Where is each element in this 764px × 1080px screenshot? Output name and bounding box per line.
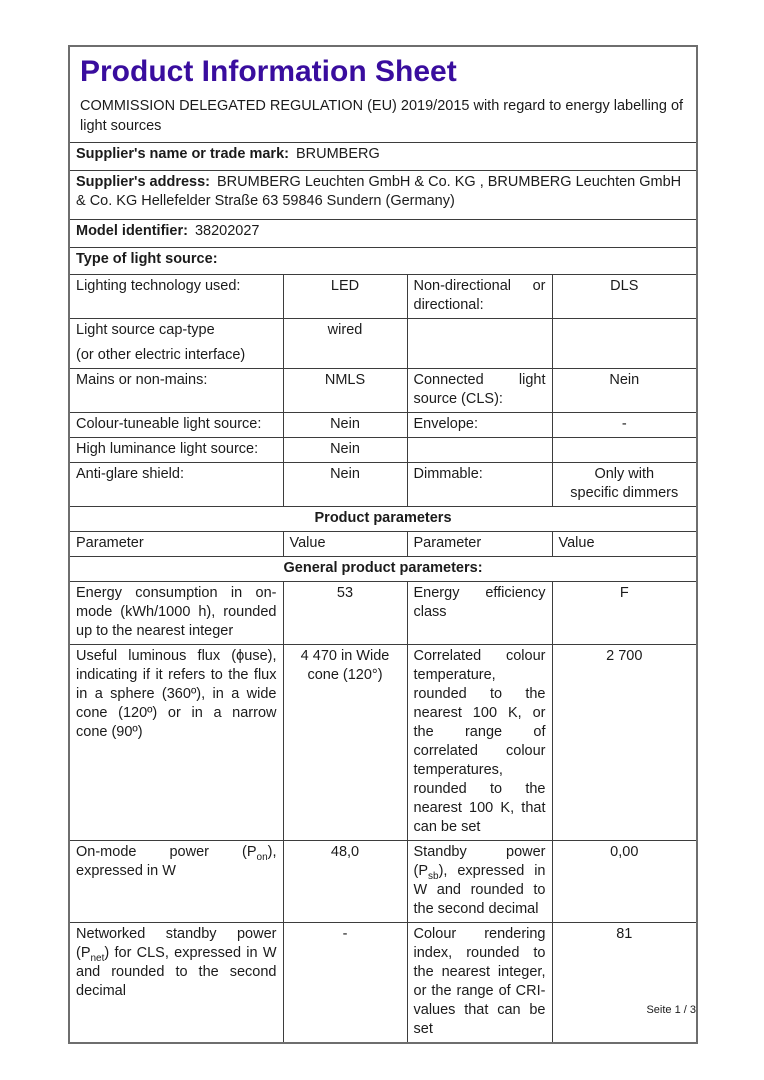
value-cell: - xyxy=(551,412,698,438)
value-cell: DLS xyxy=(551,274,698,319)
value-cell: wired xyxy=(282,318,408,369)
table-row: Useful luminous flux (ϕuse), indicating … xyxy=(68,644,698,841)
param-cell: Envelope: xyxy=(406,412,553,438)
param-cell: On-mode power (Pon), expressed in W xyxy=(68,840,284,923)
table-row: Networked standby power (Pnet) for CLS, … xyxy=(68,922,698,1044)
table-row: Type of light source: xyxy=(68,247,698,275)
table-row: Energy consumption in on-mode (kWh/1000 … xyxy=(68,581,698,645)
model-identifier-label: Model identifier: xyxy=(76,223,188,239)
page-number: Seite 1 / 3 xyxy=(646,1004,696,1016)
value-cell: - xyxy=(282,922,408,1044)
supplier-address-value: BRUMBERG Leuchten GmbH & Co. KG , BRUMBE… xyxy=(76,174,682,209)
param-cell: Non-directional or directional: xyxy=(406,274,553,319)
type-of-light-source-label: Type of light source: xyxy=(76,251,218,267)
value-cell xyxy=(551,437,698,463)
param-cell: Light source cap-type (or other electric… xyxy=(68,318,284,369)
general-parameters-header: General product parameters: xyxy=(68,556,698,582)
value-cell: 81 xyxy=(551,922,698,1044)
param-cell: Networked standby power (Pnet) for CLS, … xyxy=(68,922,284,1044)
product-information-sheet: Product Information Sheet COMMISSION DEL… xyxy=(68,45,699,1044)
param-cell: Connected light source (CLS): xyxy=(406,368,553,413)
table-row: Supplier's name or trade mark: BRUMBERG xyxy=(68,142,698,171)
value-cell: 2 700 xyxy=(551,644,698,841)
param-cell: Lighting technology used: xyxy=(68,274,284,319)
value-cell xyxy=(551,318,698,369)
supplier-address-label: Supplier's address: xyxy=(76,174,210,190)
value-cell: LED xyxy=(282,274,408,319)
supplier-name-cell: Supplier's name or trade mark: BRUMBERG xyxy=(68,142,698,171)
type-of-light-source-cell: Type of light source: xyxy=(68,247,698,275)
page-title: Product Information Sheet xyxy=(80,55,457,88)
value-cell: Nein xyxy=(282,437,408,463)
column-header: Parameter xyxy=(406,531,553,557)
table-row: Mains or non-mains: NMLS Connected light… xyxy=(68,368,698,413)
param-cell: Mains or non-mains: xyxy=(68,368,284,413)
cap-type-label-line1: Light source cap-type xyxy=(76,322,215,338)
table-row: Model identifier: 38202027 xyxy=(68,219,698,248)
supplier-address-cell: Supplier's address: BRUMBERG Leuchten Gmb… xyxy=(68,170,698,220)
value-cell: Nein xyxy=(282,412,408,438)
value-cell: Nein xyxy=(282,462,408,507)
param-cell: Colour-tuneable light source: xyxy=(68,412,284,438)
supplier-name-value: BRUMBERG xyxy=(295,146,380,162)
model-identifier-value: 38202027 xyxy=(194,223,260,239)
regulation-subtitle: COMMISSION DELEGATED REGULATION (EU) 201… xyxy=(80,98,684,134)
param-cell: Anti-glare shield: xyxy=(68,462,284,507)
supplier-name-label: Supplier's name or trade mark: xyxy=(76,146,289,162)
param-cell: Dimmable: xyxy=(406,462,553,507)
param-cell: High luminance light source: xyxy=(68,437,284,463)
value-cell: Only with specific dimmers xyxy=(551,462,698,507)
column-header: Value xyxy=(551,531,698,557)
param-cell: Energy consumption in on-mode (kWh/1000 … xyxy=(68,581,284,645)
column-header-row: Parameter Value Parameter Value xyxy=(68,531,698,557)
value-cell: 0,00 xyxy=(551,840,698,923)
section-header-row: Product parameters xyxy=(68,506,698,532)
header-cell: Product Information Sheet COMMISSION DEL… xyxy=(68,45,698,143)
value-cell: F xyxy=(551,581,698,645)
table-row: High luminance light source: Nein xyxy=(68,437,698,463)
param-cell: Energy efficiency class xyxy=(406,581,553,645)
param-cell: Correlated colour temperature, rounded t… xyxy=(406,644,553,841)
value-cell: 4 470 in Wide cone (120°) xyxy=(282,644,408,841)
table-row: Lighting technology used: LED Non-direct… xyxy=(68,274,698,319)
cap-type-label-line2: (or other electric interface) xyxy=(76,347,246,363)
section-header-row: General product parameters: xyxy=(68,556,698,582)
param-cell: Standby power (Psb), expressed in W and … xyxy=(406,840,553,923)
value-cell: 53 xyxy=(282,581,408,645)
param-cell: Colour rendering index, rounded to the n… xyxy=(406,922,553,1044)
column-header: Parameter xyxy=(68,531,284,557)
table-row: Anti-glare shield: Nein Dimmable: Only w… xyxy=(68,462,698,507)
model-identifier-cell: Model identifier: 38202027 xyxy=(68,219,698,248)
column-header: Value xyxy=(282,531,408,557)
param-cell xyxy=(406,437,553,463)
table-row: Colour-tuneable light source: Nein Envel… xyxy=(68,412,698,438)
header-row: Product Information Sheet COMMISSION DEL… xyxy=(68,45,698,143)
value-cell: 48,0 xyxy=(282,840,408,923)
table-row: Supplier's address: BRUMBERG Leuchten Gmb… xyxy=(68,170,698,220)
table-row: On-mode power (Pon), expressed in W 48,0… xyxy=(68,840,698,923)
product-info-table: Product Information Sheet COMMISSION DEL… xyxy=(68,45,699,1044)
value-cell: NMLS xyxy=(282,368,408,413)
value-cell: Nein xyxy=(551,368,698,413)
param-cell xyxy=(406,318,553,369)
table-row: Light source cap-type (or other electric… xyxy=(68,318,698,369)
param-cell: Useful luminous flux (ϕuse), indicating … xyxy=(68,644,284,841)
product-parameters-header: Product parameters xyxy=(68,506,698,532)
